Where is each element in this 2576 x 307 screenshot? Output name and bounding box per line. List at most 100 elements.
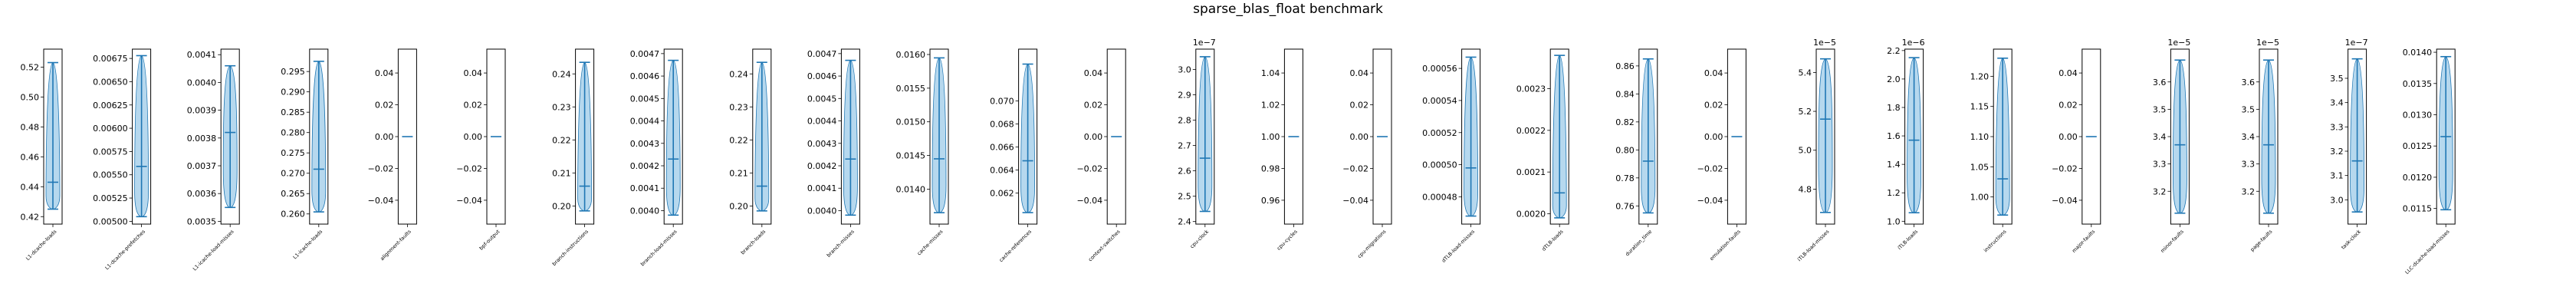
y-tick-label: 0.48 — [21, 122, 40, 132]
x-tick-label: cpu-migrations — [1356, 228, 1388, 259]
y-tick-label: 0.02 — [1704, 101, 1723, 111]
y-tick-label: 0.02 — [1084, 101, 1103, 111]
subplot-cache-misses: 0.0140 0.0145 0.0150 0.0155 0.0160 cache-miss… — [896, 48, 949, 256]
y-tick-label: 0.00 — [2058, 132, 2078, 142]
subplot-minor-faults: 3.2 3.3 3.4 3.5 3.6 1e−5 minor-faults — [2153, 38, 2190, 254]
y-tick-label: 0.260 — [281, 210, 305, 220]
y-tick-label: 0.0036 — [187, 189, 217, 199]
y-tick-label: 0.00675 — [93, 54, 128, 64]
y-tick-label: 0.0045 — [807, 94, 837, 104]
y-tick-label: 0.0120 — [2403, 173, 2433, 183]
y-tick-label: 0.0145 — [896, 151, 926, 161]
y-tick-label: 0.22 — [729, 135, 748, 145]
y-tick-label: 1.02 — [1261, 101, 1280, 111]
y-tick-label: 0.070 — [990, 97, 1014, 107]
x-tick-label: LLC-dcache-load-misses — [2404, 228, 2452, 276]
x-tick-label: branch-loads — [740, 228, 767, 256]
x-tick-label: branch-misses — [826, 228, 856, 258]
y-tick-label: 3.0 — [2330, 195, 2344, 205]
y-tick-label: 0.0039 — [187, 106, 217, 116]
y-tick-label: 0.82 — [1615, 117, 1635, 127]
y-tick-label: 0.280 — [281, 128, 305, 138]
y-tick-label: 0.0022 — [1516, 126, 1546, 136]
x-tick-label: emulation-faults — [1709, 228, 1743, 262]
y-tick-label: 0.295 — [281, 67, 305, 77]
y-tick-label: 0.84 — [1615, 89, 1635, 99]
y-tick-label: 0.0041 — [630, 183, 660, 193]
y-tick-label: 0.86 — [1615, 61, 1635, 71]
y-tick-label: −0.02 — [368, 163, 394, 173]
axis-exponent: 1e−6 — [1902, 38, 1925, 48]
y-tick-label: 0.02 — [375, 101, 394, 111]
x-tick-label: dTLB-load-misses — [1441, 228, 1476, 263]
y-tick-label: 1.20 — [1970, 71, 1990, 81]
y-tick-label: −0.02 — [1342, 163, 1368, 173]
y-tick-label: 0.0037 — [187, 161, 217, 171]
y-tick-label: 0.0045 — [630, 94, 660, 104]
y-tick-label: 3.6 — [2242, 78, 2256, 87]
subplot-branch-misses: 0.0040 0.0041 0.0042 0.0043 0.0044 0.0045 0.00… — [807, 48, 860, 259]
y-tick-label: 0.275 — [281, 148, 305, 158]
y-tick-label: 0.0044 — [630, 117, 660, 127]
x-tick-label: branch-load-misses — [639, 228, 678, 267]
subplot-cpu-migrations: −0.04 −0.02 0.00 0.02 0.04 cpu-migrations — [1342, 48, 1392, 259]
y-tick-label: −0.04 — [1697, 196, 1723, 206]
y-tick-label: 0.066 — [990, 143, 1014, 153]
y-tick-label: 1.00 — [1261, 132, 1280, 142]
y-tick-label: 0.0160 — [896, 50, 926, 60]
axis-exponent: 1e−5 — [2167, 38, 2190, 48]
y-tick-label: 0.22 — [552, 135, 571, 145]
y-tick-label: 0.04 — [464, 68, 483, 78]
y-tick-label: 0.0040 — [187, 78, 217, 87]
y-tick-label: 2.8 — [1178, 116, 1191, 126]
y-tick-label: 4.8 — [1799, 184, 1812, 194]
y-tick-label: 0.00052 — [1422, 128, 1457, 138]
y-tick-label: −0.04 — [368, 196, 394, 206]
y-tick-label: 0.0041 — [187, 50, 217, 60]
x-tick-label: bpf-output — [478, 228, 501, 251]
y-tick-label: 0.00 — [1350, 132, 1369, 142]
y-tick-label: 0.00525 — [93, 193, 128, 203]
y-tick-label: 0.46 — [21, 152, 40, 162]
y-tick-label: 0.23 — [729, 102, 748, 112]
subplot-L1-icache-load-misses: 0.0035 0.0036 0.0037 0.0038 0.0039 0.0040 0.00… — [187, 48, 240, 272]
x-tick-label: major-faults — [2071, 228, 2097, 254]
y-tick-label: 0.76 — [1615, 201, 1635, 211]
subplot-alignment-faults: −0.04 −0.02 0.00 0.02 0.04 alignment-faults — [368, 48, 417, 262]
subplot-page-faults: 3.2 3.3 3.4 3.5 3.6 1e−5 page-faults — [2242, 38, 2279, 253]
y-tick-label: −0.04 — [456, 196, 482, 206]
y-tick-label: 0.00054 — [1422, 96, 1457, 106]
y-tick-label: 0.20 — [552, 201, 571, 211]
y-tick-label: 2.9 — [1178, 90, 1191, 100]
x-tick-label: task-clock — [2340, 229, 2362, 251]
y-tick-label: 3.4 — [2242, 132, 2256, 142]
x-tick-label: cache-misses — [916, 228, 945, 256]
y-tick-label: 3.0 — [1178, 64, 1191, 74]
y-tick-label: 3.1 — [2330, 171, 2344, 181]
y-tick-label: 1.4 — [1887, 160, 1901, 170]
y-tick-label: 0.04 — [1350, 68, 1369, 78]
y-tick-label: 2.7 — [1178, 141, 1191, 151]
subplot-L1-icache-loads: 0.260 0.265 0.270 0.275 0.280 0.285 0.290 0.295… — [281, 48, 329, 260]
subplot-branch-loads: 0.20 0.21 0.22 0.23 0.24 branch-loads — [729, 48, 772, 256]
x-tick-label: alignment-faults — [379, 228, 412, 262]
y-tick-label: 3.2 — [2330, 147, 2344, 157]
subplot-branch-load-misses: 0.0040 0.0041 0.0042 0.0043 0.0044 0.0045 0.00… — [630, 48, 683, 267]
axis-exponent: 1e−7 — [2345, 38, 2368, 48]
y-tick-label: 2.5 — [1178, 192, 1191, 202]
y-tick-label: 3.5 — [2153, 104, 2167, 114]
y-tick-label: 0.24 — [552, 69, 571, 79]
y-tick-label: 0.068 — [990, 120, 1014, 130]
subplot-branch-instructions: 0.20 0.21 0.22 0.23 0.24 branch-instructions — [551, 48, 595, 267]
y-tick-label: 0.285 — [281, 107, 305, 117]
y-tick-label: −0.02 — [1076, 163, 1102, 173]
y-tick-label: 0.0135 — [2403, 79, 2433, 89]
y-tick-label: 0.0040 — [630, 206, 660, 216]
y-tick-label: 0.00 — [464, 132, 483, 142]
y-tick-label: 0.96 — [1261, 196, 1280, 206]
y-tick-label: 0.270 — [281, 169, 305, 179]
y-tick-label: 1.0 — [1887, 216, 1901, 226]
x-tick-label: L1-dcache-loads — [25, 228, 58, 262]
y-tick-label: 3.5 — [2242, 104, 2256, 114]
x-tick-label: page-faults — [2249, 228, 2274, 253]
